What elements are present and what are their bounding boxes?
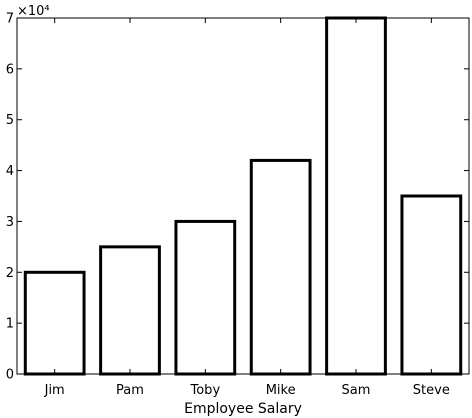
bar-toby (174, 219, 237, 376)
y-tick-label: 0 (6, 368, 14, 383)
y-tick-label: 5 (6, 113, 14, 128)
x-tick-label: Jim (44, 383, 65, 398)
bar-mike (249, 158, 312, 376)
labels: 0 1 2 3 4 5 6 7 Jim Pam Toby Mike Sam Steve (6, 12, 450, 399)
x-tick-label: Sam (342, 383, 371, 398)
y-axis-exponent-label: ×10⁴ (17, 4, 50, 19)
x-tick-label: Toby (190, 383, 221, 398)
y-tick-label: 1 (6, 317, 14, 332)
y-tick-label: 7 (6, 12, 14, 27)
bar-pam (99, 245, 161, 376)
bar-jim (23, 270, 86, 376)
y-tick-label: 6 (6, 62, 14, 77)
x-tick-label: Mike (266, 383, 296, 398)
x-axis-label: Employee Salary (184, 401, 302, 417)
plot-frame (16, 17, 470, 375)
y-tick-label: 2 (6, 266, 14, 281)
axes (16, 17, 470, 375)
bar-steve (400, 194, 463, 376)
y-tick-label: 3 (6, 215, 14, 230)
x-tick-label: Pam (116, 383, 144, 398)
bars (23, 16, 463, 376)
x-tick-label: Steve (413, 383, 450, 398)
y-tick-label: 4 (6, 164, 14, 179)
bar-sam (325, 16, 387, 376)
